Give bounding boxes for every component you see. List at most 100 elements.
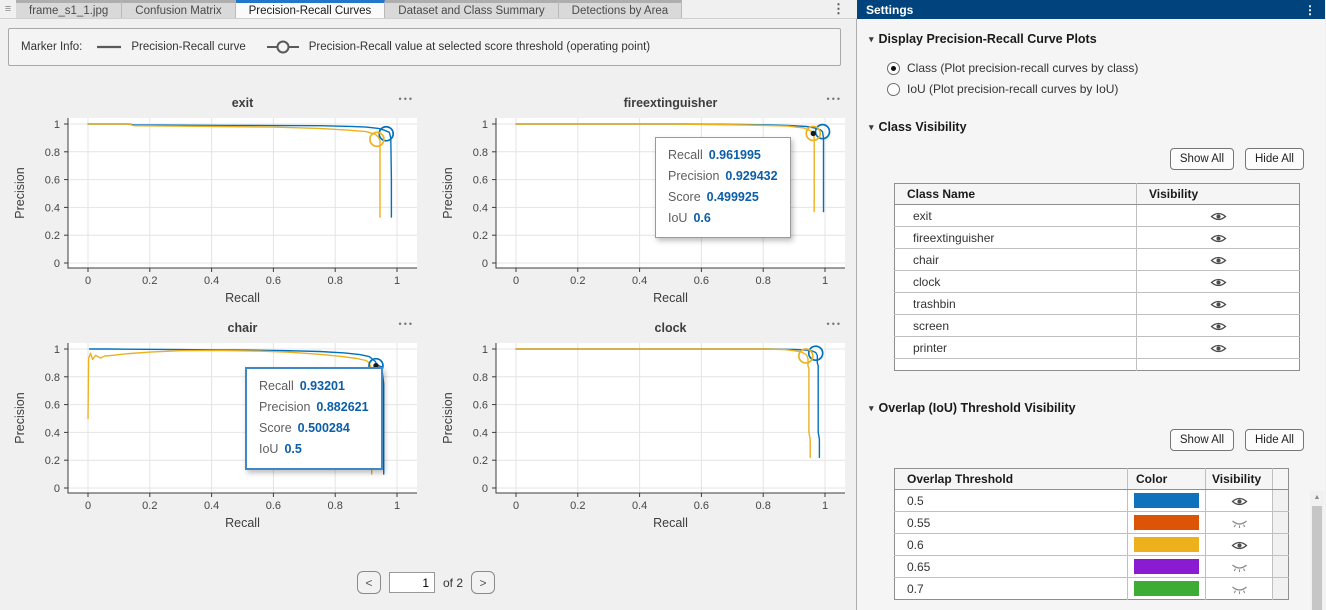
class-row-screen[interactable]: screen <box>894 314 1300 337</box>
svg-text:Recall: Recall <box>225 291 260 305</box>
datatip: Recall 0.961995 Precision 0.929432 Score 0.49… <box>655 137 791 238</box>
eye-open-icon[interactable] <box>1210 321 1227 332</box>
color-swatch[interactable] <box>1134 581 1199 596</box>
eye-closed-icon[interactable] <box>1231 518 1248 529</box>
class-row-fireextinguisher[interactable]: fireextinguisher <box>894 226 1300 249</box>
iou-visibility-cell <box>1205 511 1273 534</box>
iou-color-cell <box>1127 555 1206 578</box>
svg-text:0: 0 <box>513 275 519 287</box>
eye-open-icon[interactable] <box>1210 299 1227 310</box>
datatip-row: Precision 0.929432 <box>668 166 778 187</box>
tab-4[interactable]: Detections by Area <box>558 0 683 18</box>
eye-open-icon[interactable] <box>1210 255 1227 266</box>
eye-closed-icon[interactable] <box>1231 562 1248 573</box>
eye-open-icon[interactable] <box>1210 211 1227 222</box>
iou-show-all-button[interactable]: Show All <box>1169 429 1234 451</box>
svg-text:0.2: 0.2 <box>45 455 60 467</box>
class-row-chair[interactable]: chair <box>894 248 1300 271</box>
svg-text:1: 1 <box>822 275 828 287</box>
axes-toolbar-icon[interactable]: ••• <box>826 94 842 104</box>
scroll-up-icon[interactable]: ▲ <box>1313 494 1321 501</box>
tab-1[interactable]: Confusion Matrix <box>122 0 236 18</box>
class-show-all-button[interactable]: Show All <box>1169 148 1234 170</box>
operating-point-marker[interactable] <box>797 348 814 364</box>
svg-text:Recall: Recall <box>653 516 688 530</box>
svg-text:0.4: 0.4 <box>204 500 219 512</box>
tab-2[interactable]: Precision-Recall Curves <box>235 0 386 18</box>
eye-open-icon[interactable] <box>1210 233 1227 244</box>
color-swatch[interactable] <box>1134 515 1199 530</box>
page-count-label: of 2 <box>443 575 464 590</box>
operating-point-marker[interactable] <box>805 125 822 142</box>
pr-curve-iou-0.6 <box>515 348 811 459</box>
previous-page-button[interactable]: < <box>357 571 381 594</box>
class-row-exit[interactable]: exit <box>894 204 1300 227</box>
tab-list-icon[interactable]: ≡ <box>4 3 12 15</box>
radio-iou-option[interactable]: IoU (Plot precision-recall curves by IoU… <box>887 82 1325 96</box>
section-iou-visibility[interactable]: ▾ Overlap (IoU) Threshold Visibility <box>869 401 1325 415</box>
iou-row-0.7[interactable]: 0.7 <box>894 577 1289 600</box>
iou-visibility-actions: Show All Hide All <box>857 429 1304 451</box>
axes-toolbar-icon[interactable]: ••• <box>826 319 842 329</box>
iou-row-0.5[interactable]: 0.5 <box>894 489 1289 512</box>
color-swatch[interactable] <box>1134 559 1199 574</box>
class-hide-all-button[interactable]: Hide All <box>1245 148 1304 170</box>
class-row-printer[interactable]: printer <box>894 336 1300 359</box>
class-visibility-cell <box>1136 270 1300 293</box>
svg-text:0.4: 0.4 <box>204 275 219 287</box>
operating-point-marker[interactable] <box>807 345 824 362</box>
eye-closed-icon[interactable] <box>1231 584 1248 595</box>
iou-threshold-cell: 0.55 <box>894 511 1128 534</box>
svg-text:0: 0 <box>482 483 488 495</box>
class-name-cell: fireextinguisher <box>894 226 1137 249</box>
datatip-row: Recall 0.93201 <box>259 376 369 397</box>
iou-row-0.6[interactable]: 0.6 <box>894 533 1289 556</box>
next-page-button[interactable]: > <box>471 571 496 594</box>
scrollbar-thumb[interactable] <box>1312 506 1322 610</box>
datatip-value: 0.5 <box>284 442 302 456</box>
svg-text:0.8: 0.8 <box>45 147 60 159</box>
operating-point-marker[interactable] <box>378 125 395 142</box>
eye-open-icon[interactable] <box>1210 277 1227 288</box>
section-display-plots-title: Display Precision-Recall Curve Plots <box>878 32 1097 46</box>
iou-row-0.55[interactable]: 0.55 <box>894 511 1289 534</box>
tab-overflow-icon[interactable]: ⋮ <box>832 1 845 16</box>
color-swatch[interactable] <box>1134 493 1199 508</box>
class-row-clock[interactable]: clock <box>894 270 1300 293</box>
svg-text:0.4: 0.4 <box>45 427 60 439</box>
eye-open-icon[interactable] <box>1231 540 1248 551</box>
axes-toolbar-icon[interactable]: ••• <box>398 319 414 329</box>
svg-text:Recall: Recall <box>225 516 260 530</box>
eye-open-icon[interactable] <box>1210 343 1227 354</box>
iou-visibility-cell <box>1205 577 1273 600</box>
plot-fireextinguisher: fireextinguisher ••• 0 0 0.2 0.2 0.4 0.4 0.6 0.6 0… <box>428 90 856 315</box>
radio-class-button[interactable] <box>887 61 900 75</box>
axes-toolbar-icon[interactable]: ••• <box>398 94 414 104</box>
class-visibility-cell <box>1136 314 1300 337</box>
section-class-visibility[interactable]: ▾ Class Visibility <box>869 120 1325 134</box>
iou-table-scrollbar[interactable]: ▲ <box>1310 491 1324 610</box>
tab-0[interactable]: frame_s1_1.jpg <box>16 0 123 18</box>
settings-title: Settings <box>866 2 914 17</box>
pagination: < of 2 > <box>357 571 496 594</box>
iou-hide-all-button[interactable]: Hide All <box>1245 429 1304 451</box>
tab-3[interactable]: Dataset and Class Summary <box>385 0 559 18</box>
iou-row-0.65[interactable]: 0.65 <box>894 555 1289 578</box>
section-iou-visibility-title: Overlap (IoU) Threshold Visibility <box>878 401 1076 415</box>
plot-grid: exit ••• 0 0 0.2 0.2 0.4 0.4 0.6 0.6 0.8 0.8 1 1 Recal… <box>0 90 856 540</box>
page-number-input[interactable] <box>389 572 435 593</box>
section-display-plots[interactable]: ▾ Display Precision-Recall Curve Plots <box>869 32 1325 46</box>
datatip-value: 0.961995 <box>708 148 761 162</box>
eye-open-icon[interactable] <box>1231 496 1248 507</box>
operating-point-marker[interactable] <box>814 123 831 140</box>
class-row-trashbin[interactable]: trashbin <box>894 292 1300 315</box>
color-swatch[interactable] <box>1134 537 1199 552</box>
svg-text:0.4: 0.4 <box>632 275 647 287</box>
radio-class-option[interactable]: Class (Plot precision-recall curves by c… <box>887 61 1325 75</box>
operating-point-marker[interactable] <box>369 131 385 148</box>
radio-iou-button[interactable] <box>887 82 900 96</box>
plot-title: clock <box>654 321 687 335</box>
settings-menu-icon[interactable]: ⋮ <box>1304 2 1316 17</box>
pr-curve-line-icon <box>96 44 122 50</box>
class-visibility-cell <box>1136 336 1300 359</box>
